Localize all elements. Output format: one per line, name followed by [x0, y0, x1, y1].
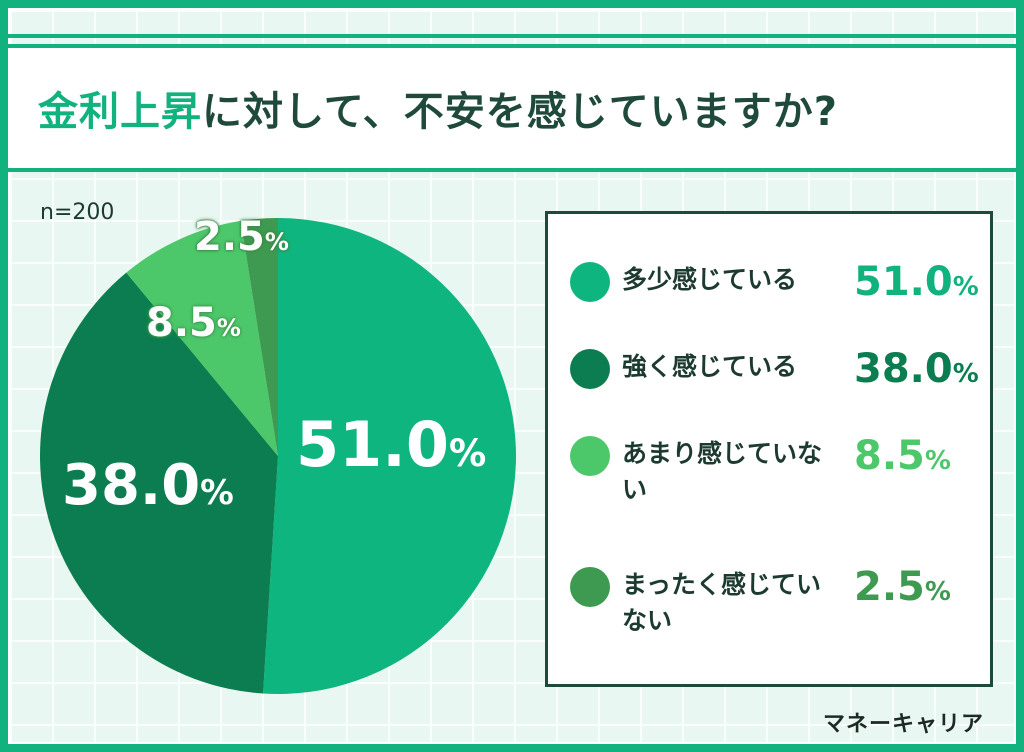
legend-label: 多少感じている: [622, 265, 798, 294]
legend-value: 2.5%: [854, 564, 951, 610]
slice-label-somewhat: 51.0%: [296, 408, 487, 481]
legend-label: 強く感じている: [622, 352, 798, 381]
legend-box: 多少感じている 51.0% 強く感じている 38.0% あまり感じていない 8.…: [545, 211, 993, 687]
brand-logo: マネーキャリア: [822, 712, 984, 737]
legend-item-not-much: あまり感じていない 8.5%: [570, 436, 951, 508]
title-banner: 金利上昇に対して、不安を感じていますか?: [8, 44, 1016, 172]
legend-label: まったく感じていない: [622, 570, 822, 635]
legend-item-strongly: 強く感じている 38.0%: [570, 349, 979, 394]
slice-label-not-at-all: 2.5%: [194, 214, 289, 260]
slice-label-strongly: 38.0%: [62, 453, 234, 518]
slice-label-not-much: 8.5%: [146, 300, 241, 346]
legend-dot-icon: [570, 262, 610, 302]
title-rest: に対して、不安を感じていますか?: [202, 89, 839, 135]
legend-dot-icon: [570, 349, 610, 389]
page-title: 金利上昇に対して、不安を感じていますか?: [38, 79, 838, 137]
top-divider: [8, 34, 1016, 38]
sample-size-label: n=200: [40, 200, 115, 225]
legend-value: 51.0%: [854, 259, 979, 305]
legend-value: 8.5%: [854, 433, 951, 479]
legend-value: 38.0%: [854, 346, 979, 392]
legend-item-not-at-all: まったく感じていない 2.5%: [570, 567, 951, 639]
legend-item-somewhat: 多少感じている 51.0%: [570, 262, 979, 307]
title-accent: 金利上昇: [38, 89, 202, 135]
legend-dot-icon: [570, 436, 610, 476]
legend-label: あまり感じていない: [622, 439, 823, 504]
legend-dot-icon: [570, 567, 610, 607]
